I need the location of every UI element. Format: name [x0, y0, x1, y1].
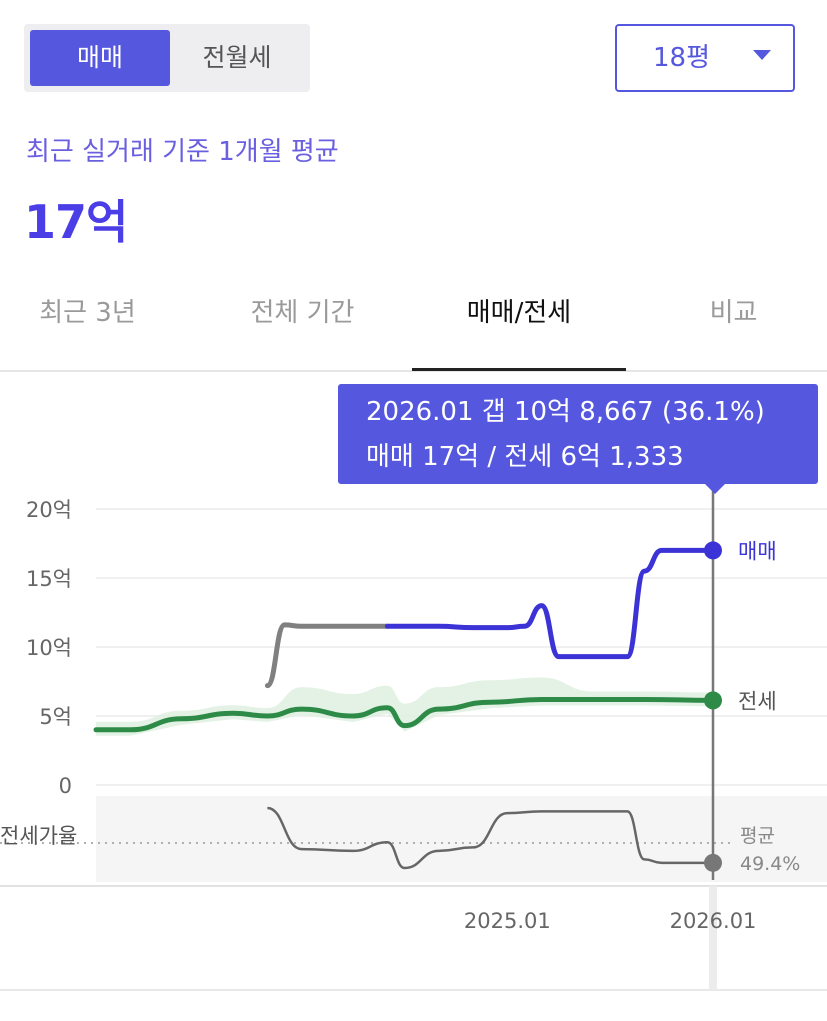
tooltip-arrow: [705, 484, 725, 494]
ratio-average-label: 평균: [740, 825, 775, 847]
jeonse-line: [93, 696, 716, 733]
tooltip-line-2: 매매 17억 / 전세 6억 1,333: [366, 442, 684, 472]
tab-all-period[interactable]: 전체 기간: [250, 298, 355, 328]
tab-recent-3y[interactable]: 최근 3년: [39, 298, 136, 328]
y-tick-label: 0: [59, 774, 72, 798]
sale-line-past: [264, 622, 390, 689]
chart-tooltip: 2026.01 갭 10억 8,667 (36.1%) 매매 17억 / 전세 …: [338, 384, 818, 494]
sale-line: [384, 547, 716, 660]
tooltip-line-1: 2026.01 갭 10억 8,667 (36.1%): [366, 397, 765, 427]
sale-end-label: 매매: [738, 539, 777, 563]
sale-endpoint: [704, 541, 722, 560]
caret-down-icon: [753, 50, 771, 60]
jeonse-ratio-line: [267, 806, 713, 870]
jeonse-end-label: 전세: [738, 689, 777, 713]
ratio-endpoint: [704, 853, 722, 872]
x-tick-label: 2025.01: [464, 909, 551, 933]
cursor-track: [709, 886, 717, 990]
sale-toggle-button[interactable]: 매매: [30, 30, 170, 86]
y-tick-label: 10억: [26, 636, 72, 660]
ratio-label: 전세가율: [0, 824, 77, 848]
ratio-average-value: 49.4%: [740, 853, 800, 875]
deal-type-toggle: 매매 전월세: [24, 24, 310, 92]
rent-toggle-button[interactable]: 전월세: [202, 43, 272, 72]
tab-sale-jeonse[interactable]: 매매/전세: [412, 270, 626, 371]
size-select-value: 18평: [653, 43, 711, 73]
jeonse-range-band: [96, 677, 713, 736]
summary-value: 17억: [24, 195, 128, 249]
summary-label: 최근 실거래 기준 1개월 평균: [26, 137, 339, 167]
ratio-panel-bg: [96, 796, 827, 882]
period-tabs: 최근 3년 전체 기간 매매/전세 비교: [0, 270, 827, 372]
y-tick-label: 15억: [26, 567, 72, 591]
y-tick-label: 5억: [39, 705, 72, 729]
x-tick-label: 2026.01: [670, 909, 757, 933]
jeonse-endpoint: [704, 691, 722, 710]
y-tick-label: 20억: [26, 498, 72, 522]
tab-compare[interactable]: 비교: [709, 298, 758, 328]
size-select[interactable]: 18평: [615, 24, 795, 92]
